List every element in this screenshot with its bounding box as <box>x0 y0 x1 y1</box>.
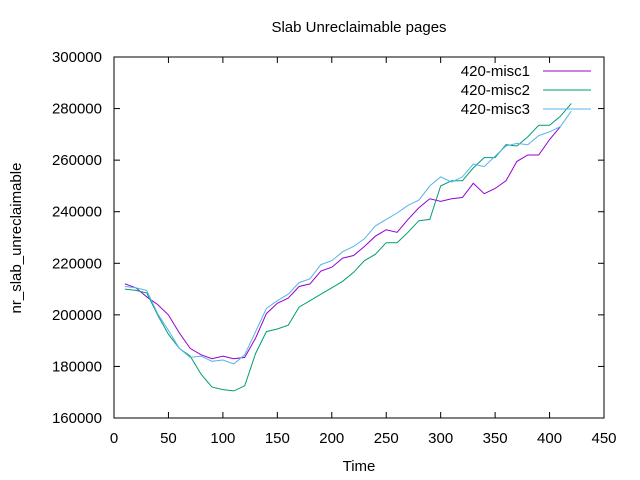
series-lines <box>124 103 572 392</box>
y-tick-label: 200000 <box>52 307 102 324</box>
x-tick-label: 400 <box>537 430 562 447</box>
series-line-420-misc2 <box>124 103 572 392</box>
legend: 420-misc1 420-misc2 420-misc3 <box>461 63 591 118</box>
x-tick-label: 450 <box>591 430 616 447</box>
legend-label: 420-misc3 <box>461 101 530 118</box>
x-tick-label: 300 <box>428 430 453 447</box>
legend-label: 420-misc1 <box>461 63 530 80</box>
y-tick-label: 260000 <box>52 152 102 169</box>
legend-label: 420-misc2 <box>461 82 530 99</box>
y-axis-label: nr_slab_unreclaimable <box>8 163 25 314</box>
y-tick-label: 220000 <box>52 255 102 272</box>
y-tick-label: 180000 <box>52 358 102 375</box>
y-axis-ticks: 160000 180000 200000 220000 240000 260000 2800… <box>52 49 604 427</box>
x-tick-label: 200 <box>319 430 344 447</box>
y-tick-label: 240000 <box>52 204 102 221</box>
x-tick-label: 350 <box>483 430 508 447</box>
x-axis-ticks: 0 50 100 150 200 250 300 350 400 450 <box>110 57 617 447</box>
series-line-420-misc1 <box>124 126 561 360</box>
x-tick-label: 250 <box>374 430 399 447</box>
chart-title: Slab Unreclaimable pages <box>271 19 446 36</box>
y-tick-label: 280000 <box>52 101 102 118</box>
x-axis-label: Time <box>343 458 376 475</box>
plot-frame <box>113 56 605 419</box>
x-tick-label: 50 <box>160 430 177 447</box>
x-tick-label: 150 <box>265 430 290 447</box>
y-tick-label: 160000 <box>52 410 102 427</box>
y-tick-label: 300000 <box>52 49 102 66</box>
x-tick-label: 0 <box>110 430 118 447</box>
x-tick-label: 100 <box>210 430 235 447</box>
series-line-420-misc3 <box>124 110 572 365</box>
